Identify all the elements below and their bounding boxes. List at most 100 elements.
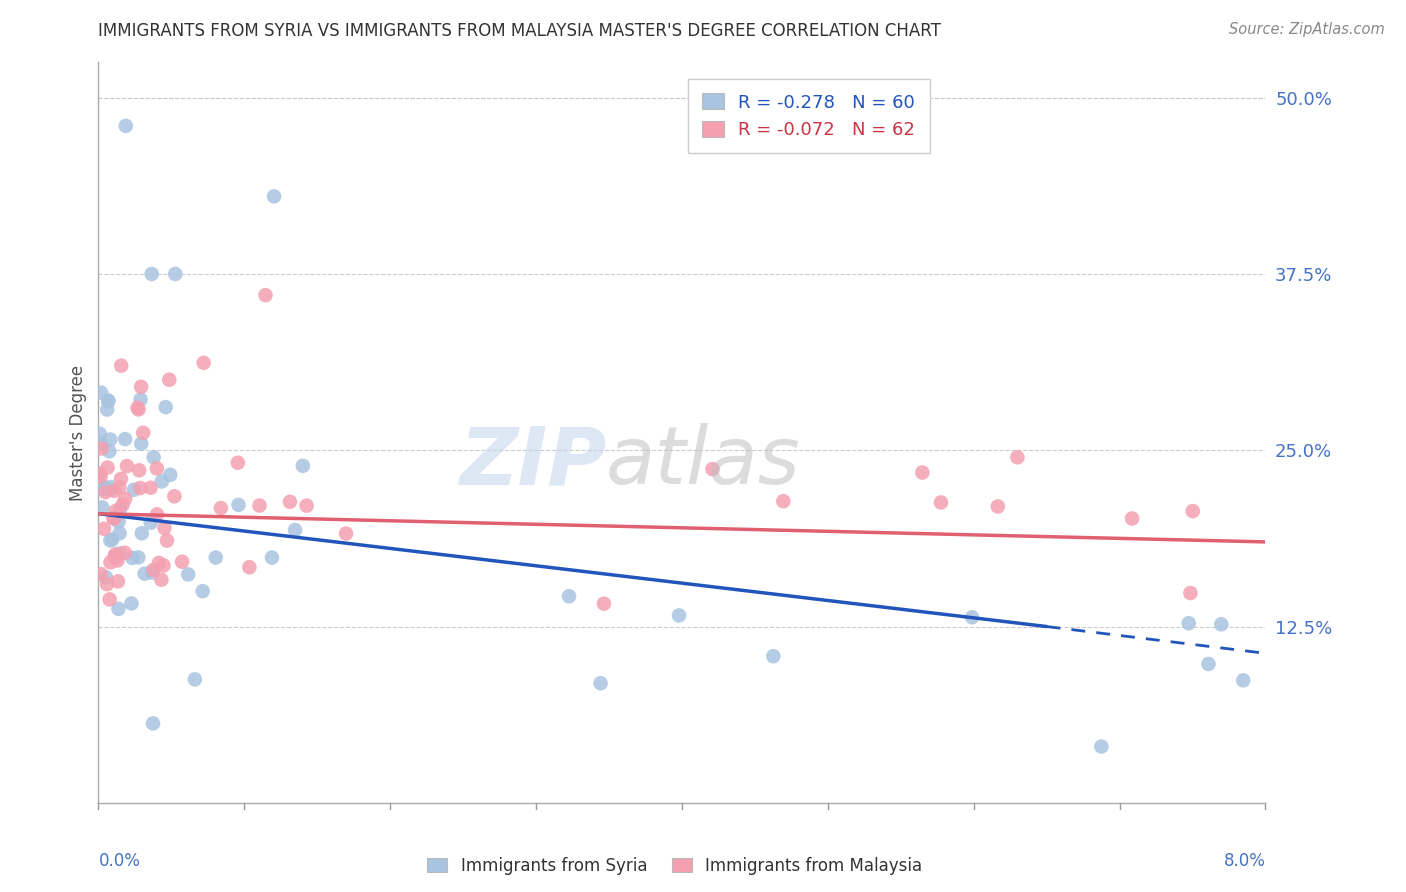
Point [108, 481, 131, 495]
Point [1181, 504, 1204, 518]
Point [104, 504, 127, 518]
Point [97, 393, 120, 408]
Point [96, 460, 118, 475]
Point [163, 489, 186, 503]
Point [139, 481, 162, 495]
Point [150, 573, 173, 587]
Point [987, 500, 1010, 514]
Point [94, 485, 117, 500]
Point [960, 610, 983, 624]
Point [177, 567, 200, 582]
Point [263, 189, 285, 203]
Point [98, 483, 121, 497]
Point [929, 495, 952, 509]
Point [97, 393, 120, 408]
Point [107, 602, 129, 616]
Point [120, 597, 142, 611]
Text: atlas: atlas [606, 423, 801, 501]
Text: Source: ZipAtlas.com: Source: ZipAtlas.com [1229, 22, 1385, 37]
Point [98, 433, 121, 447]
Point [104, 548, 127, 562]
Point [103, 511, 125, 525]
Point [93, 522, 115, 536]
Point [129, 481, 152, 495]
Point [193, 356, 215, 370]
Point [128, 402, 150, 417]
Point [1007, 450, 1029, 465]
Point [153, 521, 176, 535]
Point [98, 533, 121, 548]
Point [101, 533, 124, 547]
Point [1180, 586, 1202, 600]
Text: 8.0%: 8.0% [1223, 852, 1265, 870]
Legend: R = -0.278   N = 60, R = -0.072   N = 62: R = -0.278 N = 60, R = -0.072 N = 62 [688, 78, 929, 153]
Point [228, 498, 250, 512]
Point [593, 597, 616, 611]
Point [131, 526, 153, 541]
Point [108, 526, 131, 541]
Point [111, 498, 134, 512]
Point [772, 494, 794, 508]
Point [1211, 617, 1233, 632]
Point [762, 649, 785, 664]
Point [91, 500, 114, 515]
Point [114, 491, 136, 506]
Point [100, 480, 122, 494]
Point [295, 499, 318, 513]
Text: 0.0%: 0.0% [98, 852, 141, 870]
Point [141, 566, 163, 580]
Point [110, 359, 132, 373]
Point [191, 584, 214, 599]
Point [90, 482, 112, 496]
Point [157, 373, 180, 387]
Point [1121, 511, 1143, 525]
Point [184, 673, 207, 687]
Point [668, 608, 690, 623]
Point [129, 436, 152, 450]
Point [335, 526, 357, 541]
Point [115, 459, 138, 474]
Point [103, 511, 125, 525]
Point [284, 523, 307, 537]
Point [104, 549, 127, 564]
Point [122, 483, 145, 497]
Point [589, 676, 612, 690]
Point [127, 401, 149, 415]
Point [89, 467, 111, 481]
Point [142, 450, 165, 465]
Point [98, 444, 121, 458]
Point [146, 508, 169, 522]
Point [226, 456, 249, 470]
Point [152, 558, 174, 573]
Point [107, 515, 129, 529]
Point [89, 436, 111, 450]
Legend: Immigrants from Syria, Immigrants from Malaysia: Immigrants from Syria, Immigrants from M… [427, 856, 922, 875]
Point [90, 385, 112, 400]
Point [249, 499, 271, 513]
Point [141, 267, 163, 281]
Point [139, 516, 162, 530]
Point [155, 400, 177, 414]
Point [132, 425, 155, 440]
Point [96, 577, 118, 591]
Point [1177, 616, 1199, 631]
Point [291, 458, 314, 473]
Point [238, 560, 260, 574]
Point [89, 426, 111, 441]
Point [148, 556, 170, 570]
Point [107, 553, 129, 567]
Point [128, 463, 150, 477]
Point [114, 546, 136, 560]
Point [94, 570, 117, 584]
Point [127, 550, 149, 565]
Point [129, 392, 152, 407]
Point [110, 472, 132, 486]
Point [1090, 739, 1112, 754]
Text: ZIP: ZIP [458, 423, 606, 501]
Point [159, 467, 181, 482]
Point [150, 475, 173, 489]
Point [278, 495, 301, 509]
Text: IMMIGRANTS FROM SYRIA VS IMMIGRANTS FROM MALAYSIA MASTER'S DEGREE CORRELATION CH: IMMIGRANTS FROM SYRIA VS IMMIGRANTS FROM… [98, 22, 941, 40]
Point [142, 716, 165, 731]
Point [702, 462, 724, 476]
